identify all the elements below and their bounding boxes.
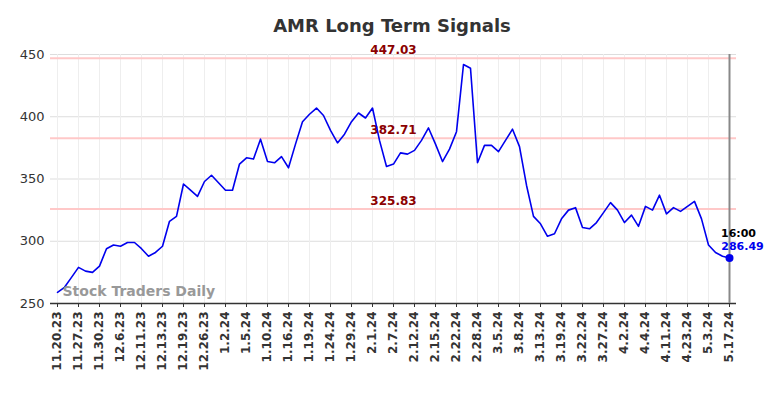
svg-text:3.22.24: 3.22.24 bbox=[575, 312, 589, 363]
svg-text:1.29.24: 1.29.24 bbox=[344, 312, 358, 363]
svg-text:5.3.24: 5.3.24 bbox=[701, 312, 715, 355]
svg-text:350: 350 bbox=[20, 171, 45, 186]
svg-text:12.11.23: 12.11.23 bbox=[134, 312, 148, 371]
svg-text:2.15.24: 2.15.24 bbox=[428, 312, 442, 363]
svg-text:2.28.24: 2.28.24 bbox=[470, 312, 484, 363]
svg-text:2.22.24: 2.22.24 bbox=[449, 312, 463, 363]
svg-text:11.20.23: 11.20.23 bbox=[50, 312, 64, 371]
svg-text:4.11.24: 4.11.24 bbox=[659, 312, 673, 363]
svg-text:1.19.24: 1.19.24 bbox=[302, 312, 316, 363]
html-text:AMR Long Term Signals: AMR Long Term Signals bbox=[273, 15, 511, 36]
svg-text:4.23.24: 4.23.24 bbox=[680, 312, 694, 363]
svg-text:12.19.23: 12.19.23 bbox=[176, 312, 190, 371]
svg-text:1.2.24: 1.2.24 bbox=[218, 312, 232, 355]
svg-text:5.17.24: 5.17.24 bbox=[722, 312, 736, 363]
svg-text:3.5.24: 3.5.24 bbox=[491, 312, 505, 355]
svg-text:300: 300 bbox=[20, 233, 45, 248]
svg-text:Stock Traders Daily: Stock Traders Daily bbox=[63, 283, 216, 299]
svg-text:3.19.24: 3.19.24 bbox=[554, 312, 568, 363]
svg-text:4.4.24: 4.4.24 bbox=[638, 312, 652, 355]
svg-text:382.71: 382.71 bbox=[370, 123, 417, 138]
svg-text:1.5.24: 1.5.24 bbox=[239, 312, 253, 355]
svg-text:1.10.24: 1.10.24 bbox=[260, 312, 274, 363]
svg-text:3.13.24: 3.13.24 bbox=[533, 312, 547, 363]
svg-text:1.16.24: 1.16.24 bbox=[281, 312, 295, 363]
svg-text:4.2.24: 4.2.24 bbox=[617, 312, 631, 355]
svg-text:2.7.24: 2.7.24 bbox=[386, 312, 400, 355]
svg-text:11.27.23: 11.27.23 bbox=[71, 312, 85, 371]
svg-text:450: 450 bbox=[20, 47, 45, 62]
svg-text:2.12.24: 2.12.24 bbox=[407, 312, 421, 363]
svg-text:286.49: 286.49 bbox=[721, 240, 763, 253]
svg-text:1.24.24: 1.24.24 bbox=[323, 312, 337, 363]
svg-text:400: 400 bbox=[20, 109, 45, 124]
svg-text:3.27.24: 3.27.24 bbox=[596, 312, 610, 363]
svg-text:2.1.24: 2.1.24 bbox=[365, 312, 379, 355]
svg-text:3.8.24: 3.8.24 bbox=[512, 312, 526, 355]
svg-text:12.13.23: 12.13.23 bbox=[155, 312, 169, 371]
svg-text:250: 250 bbox=[20, 296, 45, 311]
svg-text:16:00: 16:00 bbox=[721, 227, 756, 240]
svg-text:11.30.23: 11.30.23 bbox=[92, 312, 106, 371]
svg-text:447.03: 447.03 bbox=[370, 43, 416, 57]
svg-text:325.83: 325.83 bbox=[370, 194, 416, 208]
svg-text:12.26.23: 12.26.23 bbox=[197, 312, 211, 371]
svg-text:12.6.23: 12.6.23 bbox=[113, 312, 127, 363]
